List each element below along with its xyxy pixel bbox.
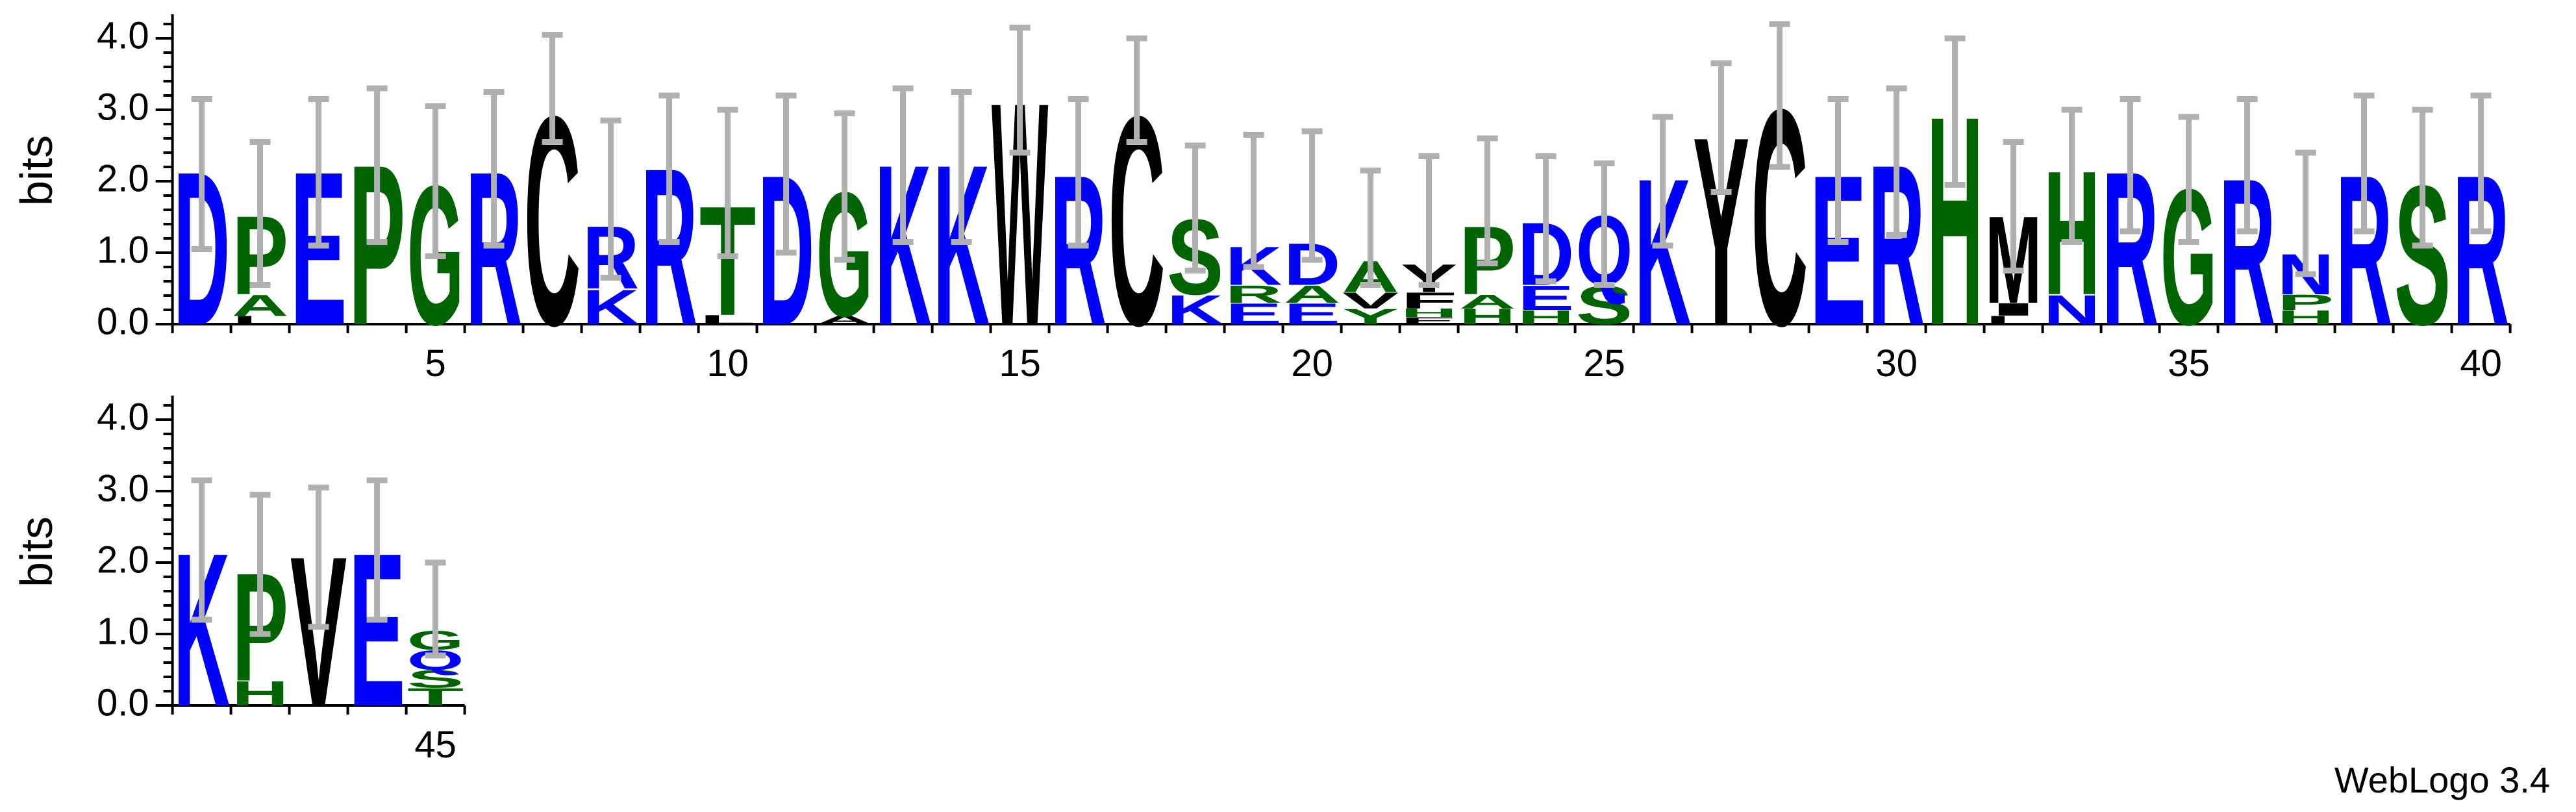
svg-text:4.0: 4.0 [97, 396, 149, 438]
svg-text:2.0: 2.0 [97, 539, 149, 581]
svg-text:10: 10 [707, 342, 749, 385]
svg-text:1.0: 1.0 [97, 610, 149, 652]
svg-text:bits: bits [11, 516, 62, 587]
svg-text:0.0: 0.0 [97, 681, 149, 724]
svg-text:2.0: 2.0 [97, 157, 149, 199]
svg-text:WebLogo 3.4: WebLogo 3.4 [2334, 759, 2550, 800]
svg-text:3.0: 3.0 [97, 467, 149, 509]
svg-text:20: 20 [1291, 342, 1333, 385]
svg-text:bits: bits [11, 135, 62, 206]
svg-text:0.0: 0.0 [97, 300, 149, 342]
svg-text:1.0: 1.0 [97, 229, 149, 271]
svg-text:25: 25 [1583, 342, 1625, 385]
svg-text:45: 45 [414, 724, 456, 766]
svg-text:4.0: 4.0 [97, 14, 149, 57]
svg-text:3.0: 3.0 [97, 86, 149, 128]
